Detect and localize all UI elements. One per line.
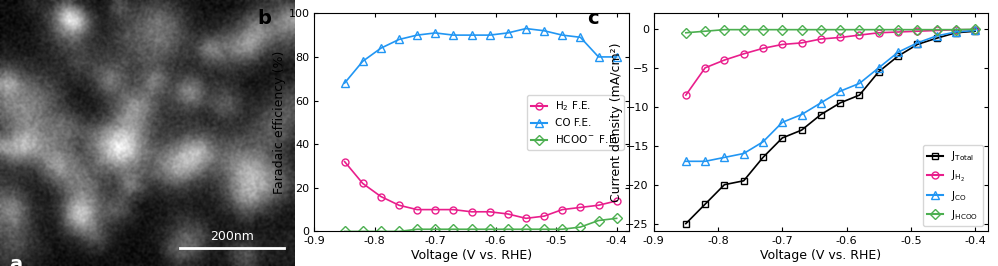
Legend: J$_{\rm Total}$, J$_{\rm H_2}$, J$_{\rm CO}$, J$_{\rm HCOO}$: J$_{\rm Total}$, J$_{\rm H_2}$, J$_{\rm …	[923, 145, 983, 226]
Y-axis label: Current density (mA/cm²): Current density (mA/cm²)	[610, 43, 623, 202]
Text: 200nm: 200nm	[211, 230, 253, 243]
Text: a: a	[9, 255, 22, 266]
Legend: H$_2$ F.E., CO F.E., HCOO$^-$ F.E.: H$_2$ F.E., CO F.E., HCOO$^-$ F.E.	[527, 95, 624, 150]
Text: c: c	[587, 9, 599, 28]
Text: b: b	[257, 9, 271, 28]
X-axis label: Voltage (V vs. RHE): Voltage (V vs. RHE)	[760, 249, 881, 262]
X-axis label: Voltage (V vs. RHE): Voltage (V vs. RHE)	[411, 249, 532, 262]
Y-axis label: Faradaic efficiency (%): Faradaic efficiency (%)	[272, 51, 285, 194]
